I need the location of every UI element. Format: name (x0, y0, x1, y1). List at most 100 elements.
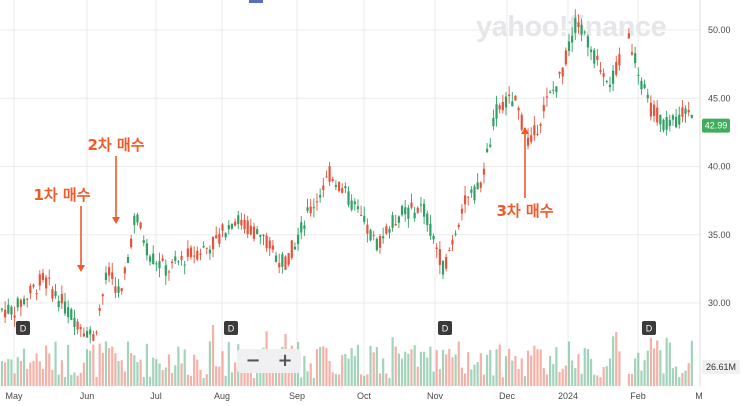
volume-bar (54, 341, 57, 386)
dividend-marker[interactable]: D (16, 321, 30, 335)
candle-body (586, 36, 589, 48)
candle-body (38, 274, 41, 286)
candle-body (82, 333, 85, 337)
volume-bar (45, 345, 48, 386)
volume-bar (193, 354, 196, 386)
candle-body (618, 54, 621, 66)
candle-body (486, 148, 489, 153)
candle-body (337, 182, 341, 192)
candle-body (237, 215, 240, 225)
dividend-box (224, 321, 238, 335)
candle-body (290, 240, 293, 258)
volume-bar (486, 354, 489, 386)
volume-bar (413, 345, 416, 386)
volume-bar (171, 372, 174, 386)
volume-bar (533, 345, 536, 386)
candle-body (243, 219, 246, 230)
candle-body (189, 247, 193, 258)
volume-bar (473, 364, 476, 386)
candle-body (22, 298, 26, 305)
candle-body (202, 246, 205, 248)
volume-bar (432, 371, 435, 386)
candle-body (567, 41, 571, 51)
candle-body (48, 277, 51, 279)
y-tick-label: 35.00 (708, 230, 731, 240)
volume-bar (300, 377, 303, 386)
candle-body (363, 215, 366, 222)
volume-bar (252, 377, 256, 386)
candle-body (369, 229, 372, 241)
candle-body (552, 89, 555, 91)
dividend-marker[interactable]: D (642, 321, 656, 335)
annotation-label: 2차 매수 (87, 136, 144, 154)
dividend-box (16, 321, 30, 335)
candle-body (489, 144, 492, 147)
candle-body (54, 291, 57, 297)
annotation-label: 1차 매수 (33, 186, 90, 204)
volume-bar (360, 374, 363, 386)
dividend-marker[interactable]: D (438, 321, 452, 335)
volume-bar (501, 377, 504, 386)
x-tick-label: M (695, 391, 703, 401)
volume-bar (73, 372, 76, 386)
candle-body (287, 253, 290, 265)
volume-bar (63, 377, 67, 386)
candle-body (161, 258, 164, 261)
volume-bar (312, 377, 315, 386)
zoom-out-button[interactable]: − (245, 350, 261, 371)
candle-body (133, 215, 136, 225)
x-tick-label: Jul (150, 391, 162, 401)
candle-body (530, 135, 533, 142)
volume-bar (22, 348, 26, 386)
candle-body (262, 234, 265, 236)
candle-body (196, 250, 199, 260)
candle-body (344, 186, 347, 189)
candle-body (517, 107, 520, 111)
volume-bar (457, 341, 460, 386)
volume-bar (530, 355, 533, 386)
candle-body (350, 200, 353, 210)
candle-body (246, 220, 249, 234)
volume-bar (325, 348, 328, 386)
candle-body (63, 301, 67, 314)
candle-body (205, 247, 208, 249)
candle-body (130, 238, 133, 248)
volume-bar (186, 374, 189, 386)
top-tab-indicator (249, 0, 263, 3)
volume-bar (341, 355, 344, 386)
candle-body (331, 178, 334, 181)
candle-body (413, 212, 416, 219)
volume-bar (7, 359, 10, 386)
volume-bar (164, 367, 167, 386)
volume-bar (303, 355, 306, 386)
candle-body (268, 240, 271, 249)
candle-body (460, 208, 463, 214)
candle-body (539, 124, 542, 126)
volume-bar (363, 375, 366, 386)
volume-bar (32, 360, 35, 386)
zoom-in-button[interactable]: + (277, 350, 293, 371)
candle-body (438, 248, 441, 265)
volume-bar (684, 370, 687, 386)
y-tick-label: 50.00 (708, 25, 731, 35)
candle-body (303, 225, 306, 229)
volume-bar (435, 350, 438, 386)
candle-body (284, 256, 287, 270)
volume-bar (183, 349, 186, 386)
candle-body (397, 216, 400, 223)
candle-body (574, 17, 577, 33)
candle-body (646, 94, 649, 99)
volume-bar (675, 366, 678, 386)
volume-bar (126, 341, 130, 386)
volume-bar (492, 375, 495, 386)
volume-bar (602, 367, 605, 386)
volume-bar (202, 377, 205, 386)
candle-body (271, 245, 274, 250)
candle-body (665, 117, 668, 130)
dividend-label: D (20, 324, 27, 334)
dividend-marker[interactable]: D (224, 321, 238, 335)
volume-bar (615, 332, 618, 386)
volume-label: 26.61M (706, 362, 736, 372)
volume-bar (552, 364, 555, 386)
